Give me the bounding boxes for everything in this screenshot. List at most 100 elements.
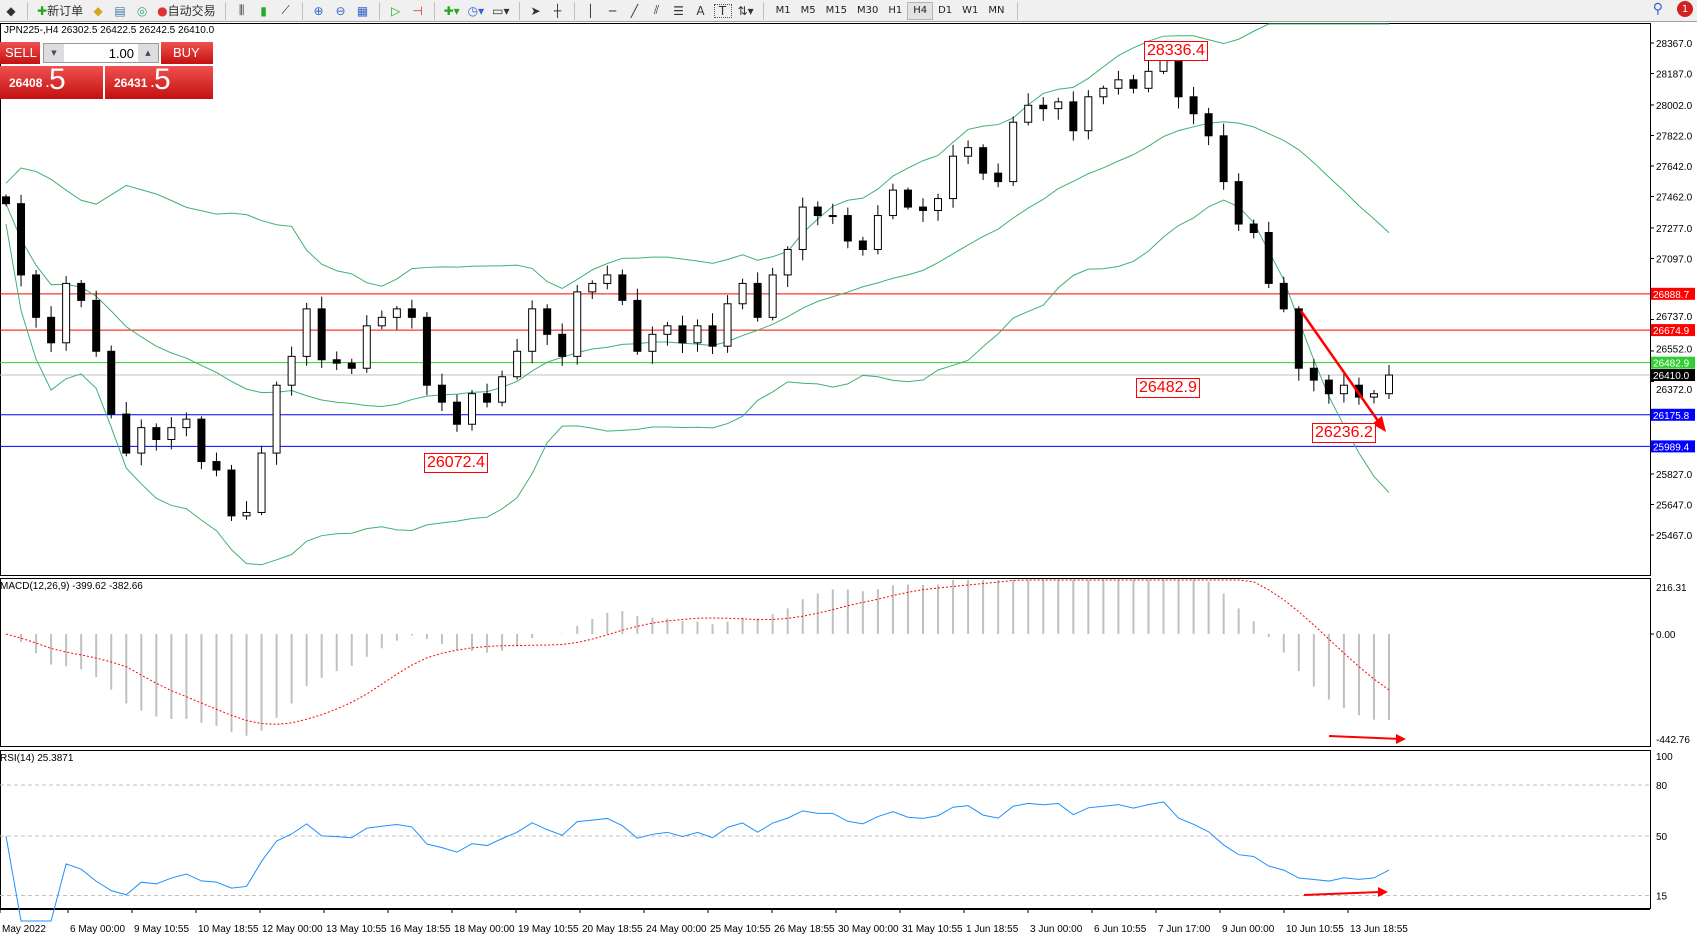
candle <box>2 196 10 205</box>
history-icon[interactable]: ◆ <box>6 3 16 18</box>
low-annotation[interactable]: 26072.4 <box>424 453 488 473</box>
time-axis-label: 18 May 00:00 <box>454 924 515 935</box>
timeframe-h4[interactable]: H4 <box>907 1 934 20</box>
bid-pip: 5 <box>49 63 66 96</box>
fibo-fan-icon[interactable]: ☰ <box>673 3 684 18</box>
separator <box>762 1 764 20</box>
bar-chart-icon[interactable]: ⫼ <box>238 3 245 17</box>
search-icon[interactable]: ⚲ <box>1652 1 1663 17</box>
one-click-trading-panel: SELL ▼ 1.00 ▲ BUY 26408 .5 26431 .5 <box>0 42 213 99</box>
auto-trading-button[interactable]: ● 自动交易 <box>155 2 218 20</box>
cursor-icon[interactable]: ➤ <box>530 3 541 18</box>
time-axis-label: 13 Jun 18:55 <box>1350 924 1408 935</box>
lot-size-input[interactable]: ▼ 1.00 ▲ <box>43 43 159 63</box>
time-axis-label: 30 May 00:00 <box>838 924 899 935</box>
auto-trading-icon: ● <box>157 3 168 18</box>
price-tag <box>1651 356 1695 369</box>
candle <box>753 282 762 318</box>
fibonacci-icon[interactable]: ⫽ <box>653 3 660 17</box>
new-order-label: 新订单 <box>47 4 84 18</box>
candle <box>1099 87 1108 98</box>
ask-price[interactable]: 26431 .5 <box>105 63 213 99</box>
timeframe-bar: M1 M5 M15 M30 H1 H4 D1 W1 MN <box>771 1 1010 20</box>
time-axis-label: 6 May 00:00 <box>70 924 125 935</box>
candle <box>528 308 537 352</box>
timeframe-w1[interactable]: W1 <box>962 5 979 16</box>
timeframe-h1[interactable]: H1 <box>888 5 903 16</box>
candle <box>1009 121 1018 183</box>
rsi-label: RSI(14) 25.3871 <box>0 753 74 764</box>
candle <box>1129 79 1138 89</box>
ask-main: 26431 <box>114 76 148 90</box>
candle <box>964 147 973 157</box>
line-chart-icon[interactable]: ⟋ <box>281 3 290 17</box>
candle <box>573 291 582 357</box>
buy-button[interactable]: BUY <box>161 42 213 64</box>
tile-icon[interactable]: ▦ <box>356 3 369 18</box>
rsi-axis-label: 100 <box>1656 752 1673 763</box>
price-axis-label: 28002.0 <box>1656 101 1693 112</box>
price-axis-label: 25827.0 <box>1656 470 1693 481</box>
zoom-in-icon[interactable]: ⊕ <box>313 3 324 18</box>
time-axis-label: 9 Jun 00:00 <box>1222 924 1275 935</box>
horizontal-line-icon[interactable]: ─ <box>608 3 617 18</box>
time-axis-label: 19 May 10:55 <box>518 924 579 935</box>
candlestick-icon[interactable]: ▮ <box>260 3 267 18</box>
candle <box>828 215 837 218</box>
text-tool-button[interactable]: A <box>696 3 705 18</box>
candle <box>182 418 191 429</box>
price-axis-label: 27822.0 <box>1656 131 1693 142</box>
time-axis-label: 31 May 10:55 <box>902 924 963 935</box>
timeframe-mn[interactable]: MN <box>988 5 1005 16</box>
timeframe-m5[interactable]: M5 <box>800 5 816 16</box>
timeframe-m1[interactable]: M1 <box>775 5 791 16</box>
high-annotation[interactable]: 28336.4 <box>1144 41 1208 61</box>
candle <box>107 350 116 415</box>
chart-shift-icon[interactable]: ⊣ <box>412 3 423 18</box>
lot-decrease-button[interactable]: ▼ <box>44 44 64 62</box>
vertical-line-icon[interactable]: │ <box>586 3 595 18</box>
recent-low-annotation[interactable]: 26236.2 <box>1312 423 1376 443</box>
candle <box>452 401 461 425</box>
zoom-out-icon[interactable]: ⊖ <box>335 3 346 18</box>
notification-badge[interactable]: 1 <box>1677 1 1693 17</box>
auto-scroll-icon[interactable]: ▷ <box>390 3 401 18</box>
level-annotation[interactable]: 26482.9 <box>1136 378 1200 398</box>
crosshair-icon[interactable]: ┼ <box>553 3 562 18</box>
data-icon[interactable]: ▤ <box>114 3 126 18</box>
candle <box>723 303 732 347</box>
arrows-icon[interactable]: ⇅▾ <box>737 3 754 18</box>
candle <box>392 308 401 318</box>
timeframe-m15[interactable]: M15 <box>825 5 847 16</box>
new-order-button[interactable]: ✚ 新订单 <box>35 2 85 20</box>
lot-increase-button[interactable]: ▲ <box>138 44 158 62</box>
candle <box>167 427 176 441</box>
bid-price[interactable]: 26408 .5 <box>0 63 103 99</box>
price-tag-label: 25989.4 <box>1653 442 1690 453</box>
separator <box>433 1 435 20</box>
indicators-icon[interactable]: ✚▾ <box>443 3 460 18</box>
candle <box>407 308 416 318</box>
periods-icon[interactable]: ◷▾ <box>467 3 485 18</box>
chart-title: JPN225-,H4 26302.5 26422.5 26242.5 26410… <box>4 25 215 36</box>
candle <box>242 511 251 517</box>
templates-icon[interactable]: ▭▾ <box>492 3 510 18</box>
timeframe-m30[interactable]: M30 <box>856 5 879 16</box>
price-tag-label: 26482.9 <box>1653 359 1690 370</box>
sell-button[interactable]: SELL <box>0 42 40 64</box>
timeframe-d1[interactable]: D1 <box>938 5 953 16</box>
label-tool-button[interactable]: T <box>713 3 732 18</box>
candle <box>588 282 597 293</box>
bollinger-middle <box>5 121 1390 408</box>
market-watch-icon[interactable]: ◆ <box>93 3 103 18</box>
signals-icon[interactable]: ◎ <box>136 3 148 18</box>
candle <box>1114 79 1123 89</box>
candle <box>1324 379 1333 395</box>
candle <box>1204 113 1213 137</box>
price-tag <box>1651 324 1695 337</box>
toolbar: ◆ ✚ 新订单 ◆ ▤ ◎ ● 自动交易 ⫼ ▮ ⟋ ⊕ ⊖ ▦ ▷ ⊣ ✚▾ ◷▾… <box>0 0 1697 22</box>
candle <box>1354 384 1363 398</box>
trendline-icon[interactable]: ╱ <box>630 3 639 18</box>
auto-trading-label: 自动交易 <box>167 4 216 18</box>
